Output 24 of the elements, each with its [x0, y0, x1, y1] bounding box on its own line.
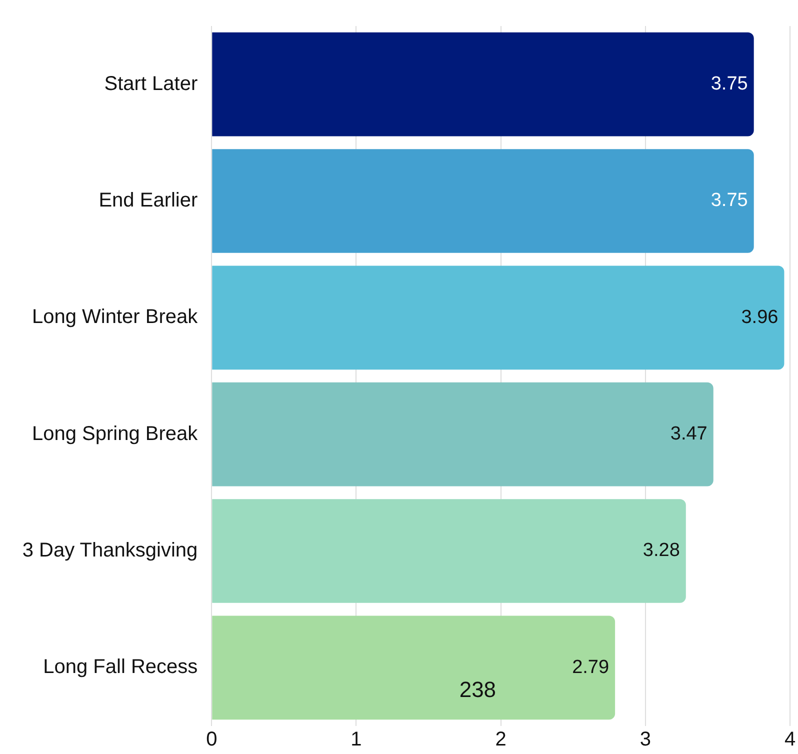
x-tick-label: 1	[350, 728, 362, 751]
y-tick-label: 3 Day Thanksgiving	[22, 540, 198, 562]
y-tick-label: Long Fall Recess	[43, 656, 198, 678]
bar	[212, 382, 714, 486]
x-tick-label: 3	[640, 728, 651, 751]
y-tick-label: Long Winter Break	[32, 306, 199, 328]
data-label: 3.47	[670, 424, 708, 445]
bar	[212, 616, 616, 720]
y-tick-label: Long Spring Break	[32, 422, 199, 445]
x-tick-label: 4	[784, 728, 796, 751]
x-tick-label: 0	[206, 728, 218, 751]
y-tick-label: End Earlier	[98, 190, 198, 212]
data-label: 2.79	[572, 656, 610, 678]
bar	[212, 499, 686, 603]
x-tick-label: 2	[495, 728, 506, 751]
bar	[212, 32, 754, 136]
data-label: 3.75	[710, 190, 748, 212]
data-label: 3.75	[710, 74, 748, 95]
bar	[212, 266, 784, 370]
data-label: 3.28	[642, 540, 680, 562]
annotation: 238	[459, 677, 496, 702]
bar	[212, 149, 754, 253]
y-tick-label: Start Later	[104, 72, 198, 95]
data-label: 3.96	[741, 306, 778, 328]
